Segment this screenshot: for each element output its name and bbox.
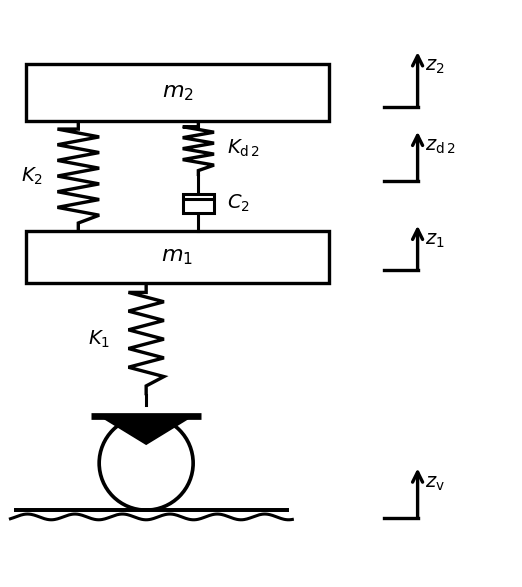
Text: $K_{2}$: $K_{2}$ (21, 166, 43, 187)
Polygon shape (102, 416, 191, 443)
Text: $K_{1}$: $K_{1}$ (88, 329, 110, 350)
Text: $C_{2}$: $C_{2}$ (227, 193, 250, 214)
Text: $z_{1}$: $z_{1}$ (425, 231, 445, 250)
Text: $m_{1}$: $m_{1}$ (161, 247, 194, 267)
Bar (26, 64, 329, 122)
Circle shape (99, 416, 193, 510)
Text: $z_{\mathrm{d}\,2}$: $z_{\mathrm{d}\,2}$ (425, 137, 456, 156)
Text: $z_{2}$: $z_{2}$ (425, 58, 445, 76)
Text: $z_{\mathrm{v}}$: $z_{\mathrm{v}}$ (425, 474, 445, 492)
Bar (183, 194, 214, 213)
Text: $K_{\mathrm{d}\,2}$: $K_{\mathrm{d}\,2}$ (227, 138, 260, 159)
Bar (26, 231, 329, 283)
Text: $m_{2}$: $m_{2}$ (161, 83, 194, 103)
